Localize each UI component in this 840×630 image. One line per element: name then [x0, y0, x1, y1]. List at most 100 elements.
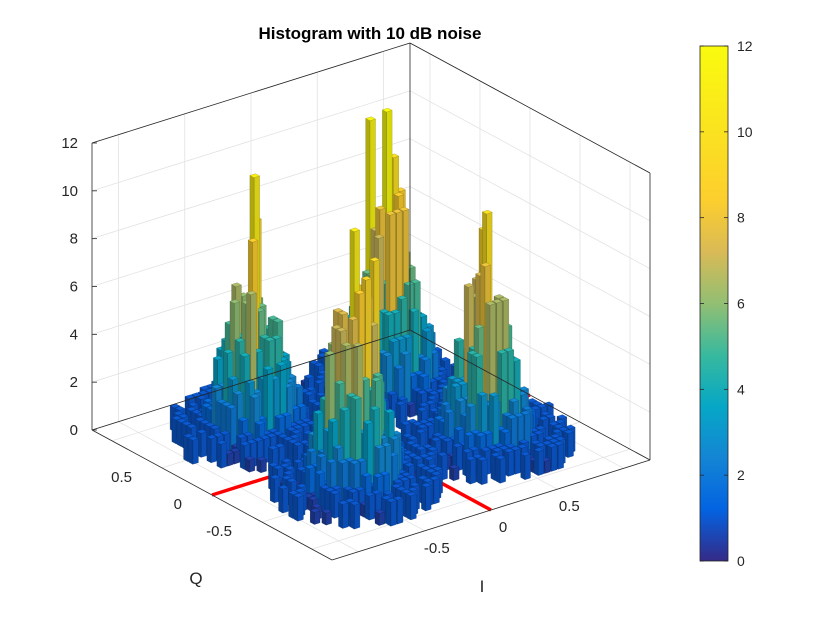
- bar-face-top: [397, 396, 408, 401]
- bar-face-top: [351, 395, 362, 400]
- bar-face-top: [388, 338, 400, 343]
- bar-face-top: [233, 390, 244, 395]
- histogram-bar: [495, 455, 506, 484]
- bar-face-top: [221, 401, 232, 407]
- bar-face-top: [289, 434, 300, 439]
- bar-face-front-left: [216, 441, 222, 469]
- histogram-bar: [374, 509, 386, 526]
- bar-face-front-right: [397, 498, 404, 525]
- bar-face-top: [344, 498, 356, 503]
- histogram-bar: [206, 434, 217, 464]
- bar-face-front-left: [288, 492, 293, 519]
- bar-face-top: [450, 382, 461, 388]
- bar-face-top: [315, 391, 327, 397]
- bar-face-top: [513, 412, 525, 418]
- bar-face-top: [417, 389, 428, 395]
- bar-face-front-left: [520, 453, 526, 480]
- bar-face-front-left: [395, 402, 401, 430]
- bar-face-front-left: [278, 486, 283, 514]
- histogram-bar: [452, 443, 463, 472]
- bar-face-top: [386, 498, 397, 503]
- bar-face-top: [334, 380, 346, 385]
- bar-face-top: [507, 414, 518, 420]
- bar-face-top: [352, 342, 364, 348]
- bar-face-top: [234, 337, 246, 343]
- bar-face-top: [521, 405, 533, 411]
- bar-face-top: [271, 335, 282, 340]
- bar-face-top: [556, 414, 568, 419]
- i-tick-label: 0: [499, 519, 507, 536]
- bar-face-top: [477, 391, 488, 397]
- bar-face-top: [191, 392, 202, 397]
- bar-face-front-left: [244, 457, 250, 473]
- bar-face-top: [209, 425, 221, 430]
- bar-face-top: [442, 437, 453, 442]
- bar-face-top: [457, 380, 468, 386]
- bar-face-top: [293, 493, 304, 498]
- bar-face-top: [475, 432, 486, 437]
- bar-face-top: [418, 402, 430, 407]
- bar-face-top: [213, 432, 224, 437]
- bar-face-top: [231, 282, 242, 287]
- bar-face-top: [267, 428, 279, 433]
- bar-face-top: [467, 350, 478, 355]
- bar-face-top: [194, 417, 206, 422]
- bar-face-top: [246, 290, 257, 296]
- bar-face-top: [429, 476, 440, 481]
- bar-face-top: [551, 428, 563, 434]
- bar-face-front-right: [453, 466, 460, 482]
- colorbar-tick-label: 8: [737, 210, 745, 226]
- bar-face-top: [406, 491, 417, 497]
- bar-face-top: [369, 405, 380, 411]
- bar-face-top: [398, 206, 410, 212]
- bar-face-top: [176, 418, 187, 423]
- bar-face-top: [332, 308, 344, 313]
- bar-face-top: [503, 448, 515, 453]
- bar-face-top: [349, 501, 361, 506]
- bar-face-top: [535, 425, 546, 430]
- bar-face-front-right: [481, 458, 488, 485]
- bar-face-top: [493, 442, 505, 448]
- bar-face-top: [553, 441, 564, 446]
- bar-face-top: [244, 456, 256, 461]
- bar-face-top: [279, 463, 291, 468]
- bar-face-top: [407, 487, 419, 492]
- bar-face-top: [272, 318, 284, 323]
- bar-face-top: [453, 337, 465, 342]
- bar-face-top: [565, 424, 576, 430]
- bar-face-top: [410, 279, 421, 284]
- bar-face-top: [371, 489, 382, 495]
- bar-face-top: [384, 408, 395, 414]
- i-tick-label: -0.5: [424, 540, 450, 557]
- bar-face-top: [443, 408, 455, 414]
- bar-face-top: [294, 419, 305, 425]
- bar-face-top: [392, 209, 403, 214]
- bar-face-top: [266, 433, 277, 438]
- bar-face-top: [423, 422, 435, 427]
- bar-face-top: [438, 378, 449, 384]
- bar-face-top: [186, 406, 197, 412]
- q-tick-label: 0: [174, 496, 182, 513]
- bar-face-front-left: [364, 493, 370, 521]
- bar-face-top: [211, 384, 222, 389]
- colorbar-tick-label: 10: [737, 124, 753, 140]
- bar-face-top: [294, 488, 306, 493]
- bar-face-top: [373, 234, 385, 239]
- bar-face-top: [319, 484, 331, 490]
- bar-face-top: [278, 484, 289, 490]
- bar-face-front-right: [544, 459, 551, 474]
- bar-face-top: [338, 459, 349, 464]
- bar-face-top: [405, 440, 417, 445]
- bar-face-front-left: [477, 458, 482, 485]
- bar-face-top: [281, 458, 292, 463]
- bar-face-top: [292, 441, 304, 447]
- bar-face-top: [296, 483, 307, 488]
- bar-face-front-right: [325, 511, 332, 526]
- bar-face-top: [538, 416, 549, 421]
- bar-face-top: [437, 434, 448, 440]
- bar-face-top: [259, 334, 270, 339]
- bar-face-top: [259, 435, 271, 440]
- chart-title: Histogram with 10 dB noise: [259, 24, 482, 43]
- bar-face-top: [306, 447, 317, 453]
